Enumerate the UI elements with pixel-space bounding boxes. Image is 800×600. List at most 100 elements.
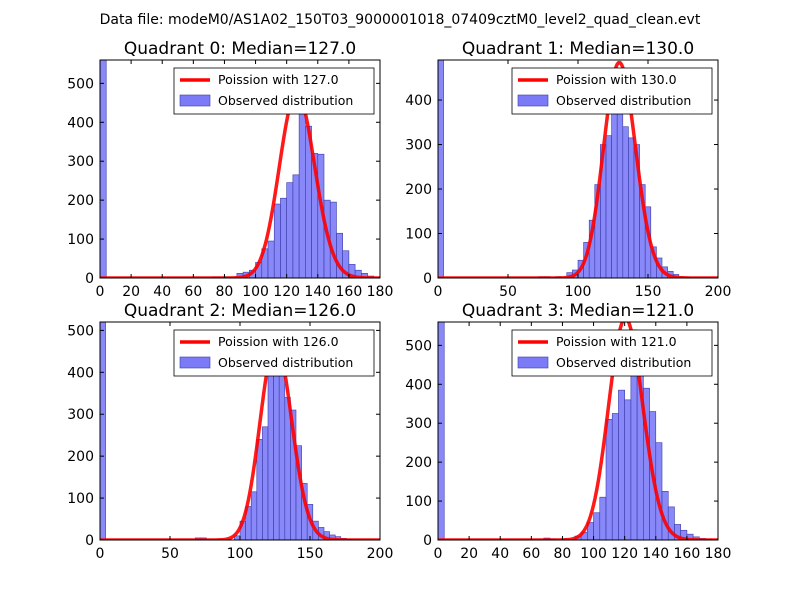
y-tick-label: 500 (405, 338, 432, 354)
poisson-curve (100, 90, 380, 278)
y-tick-label: 0 (85, 533, 94, 549)
subplot-title: Quadrant 3: Median=121.0 (462, 301, 694, 321)
poisson-curve (438, 60, 718, 278)
histogram-bar (329, 201, 337, 278)
x-tick-label: 120 (273, 284, 300, 300)
x-tick-label: 40 (491, 546, 509, 562)
x-tick-label: 0 (434, 546, 443, 562)
x-tick-label: 200 (367, 546, 394, 562)
histogram-bar (618, 389, 625, 540)
y-tick-label: 200 (67, 193, 94, 209)
histogram-bar (593, 512, 601, 540)
plot-area (438, 60, 718, 278)
axes-frame (437, 321, 719, 541)
legend-label-poisson: Poission with 127.0 (218, 72, 339, 87)
histogram-bar (622, 126, 629, 278)
x-tick-label: 50 (161, 546, 179, 562)
legend-swatch-observed (517, 94, 549, 107)
histogram-bar (599, 496, 607, 540)
y-tick-label: 300 (405, 416, 432, 432)
histogram-bar (100, 322, 106, 540)
x-tick-label: 120 (611, 546, 638, 562)
y-tick-label: 0 (423, 533, 432, 549)
axes-frame (99, 59, 381, 279)
x-tick-label: 150 (297, 546, 324, 562)
x-tick-label: 160 (674, 546, 701, 562)
histogram-bar (267, 240, 275, 278)
y-tick-label: 500 (67, 323, 94, 339)
x-tick-label: 80 (554, 546, 572, 562)
x-tick-label: 180 (705, 546, 732, 562)
plot-area (438, 322, 718, 540)
histogram-bar (438, 60, 444, 278)
legend-label-poisson: Poission with 126.0 (218, 334, 339, 349)
x-tick-label: 100 (227, 546, 254, 562)
y-tick-label: 0 (85, 271, 94, 287)
histogram-bar (273, 203, 281, 278)
histogram-bar (250, 491, 258, 540)
legend: Poission with 126.0 Observed distribution (173, 329, 375, 377)
y-tick-label: 300 (67, 154, 94, 170)
x-tick-label: 180 (367, 284, 394, 300)
x-tick-label: 60 (184, 284, 202, 300)
x-tick-label: 100 (580, 546, 607, 562)
x-tick-label: 0 (96, 284, 105, 300)
subplot-title: Quadrant 2: Median=126.0 (124, 301, 356, 321)
histogram-bar (605, 419, 613, 540)
y-tick-label: 200 (405, 455, 432, 471)
x-tick-label: 80 (216, 284, 234, 300)
x-tick-label: 140 (304, 284, 331, 300)
legend-label-poisson: Poission with 130.0 (556, 72, 677, 87)
poisson-curve (438, 322, 718, 540)
x-tick-label: 0 (434, 284, 443, 300)
y-tick-label: 400 (67, 365, 94, 381)
subplot-quadrant-2: 0 50 100 150 200 0 100 200 300 400 500 Quadrant 2: … (67, 301, 393, 562)
subplot-quadrant-1: 0 50 100 150 200 0 100 200 300 400 Quadrant 1: Med… (405, 39, 731, 300)
legend-label-observed: Observed distribution (556, 355, 691, 370)
figure-title: Data file: modeM0/AS1A02_150T03_90000010… (100, 12, 701, 28)
histogram-bar (100, 60, 107, 278)
x-tick-label: 20 (122, 284, 140, 300)
legend-label-observed: Observed distribution (556, 93, 691, 108)
x-tick-label: 100 (242, 284, 269, 300)
histogram-bar (605, 135, 612, 278)
y-tick-label: 400 (405, 377, 432, 393)
y-tick-label: 400 (67, 115, 94, 131)
y-tick-label: 100 (67, 491, 94, 507)
y-tick-label: 400 (405, 93, 432, 109)
histogram-bar (262, 426, 269, 540)
legend-label-observed: Observed distribution (218, 93, 353, 108)
histogram-bar (611, 413, 619, 540)
x-tick-label: 150 (635, 284, 662, 300)
histogram-bar (278, 353, 286, 540)
y-tick-label: 100 (67, 232, 94, 248)
y-tick-label: 200 (67, 449, 94, 465)
plot-area (100, 322, 380, 540)
legend: Poission with 130.0 Observed distribution (511, 67, 713, 115)
legend-label-observed: Observed distribution (218, 355, 353, 370)
histogram-bar (267, 365, 274, 540)
x-tick-label: 100 (565, 284, 592, 300)
legend-swatch-observed (179, 356, 211, 369)
legend-swatch-observed (179, 94, 211, 107)
x-tick-label: 160 (336, 284, 363, 300)
x-tick-label: 20 (460, 546, 478, 562)
histogram-bar (284, 397, 291, 540)
histogram-bar (286, 182, 294, 278)
x-tick-label: 200 (705, 284, 732, 300)
histogram-bar (628, 137, 635, 278)
histogram-bar (438, 322, 445, 540)
legend: Poission with 121.0 Observed distribution (511, 329, 713, 377)
subplot-title: Quadrant 0: Median=127.0 (124, 39, 356, 59)
subplot-quadrant-3: 0 20 40 60 80 100 120 140 160 1800100200300400500… (405, 301, 731, 562)
y-tick-label: 200 (405, 182, 432, 198)
histogram-bar (292, 174, 300, 278)
subplots-grid: 0 20 40 60 80 100 120 140 160 1800100200300400500… (67, 39, 731, 562)
subplot-quadrant-0: 0 20 40 60 80 100 120 140 160 1800100200300400500… (67, 39, 393, 300)
legend-swatch-observed (517, 356, 549, 369)
x-tick-label: 60 (522, 546, 540, 562)
x-tick-label: 40 (153, 284, 171, 300)
legend-box (173, 67, 375, 115)
y-tick-label: 100 (405, 227, 432, 243)
